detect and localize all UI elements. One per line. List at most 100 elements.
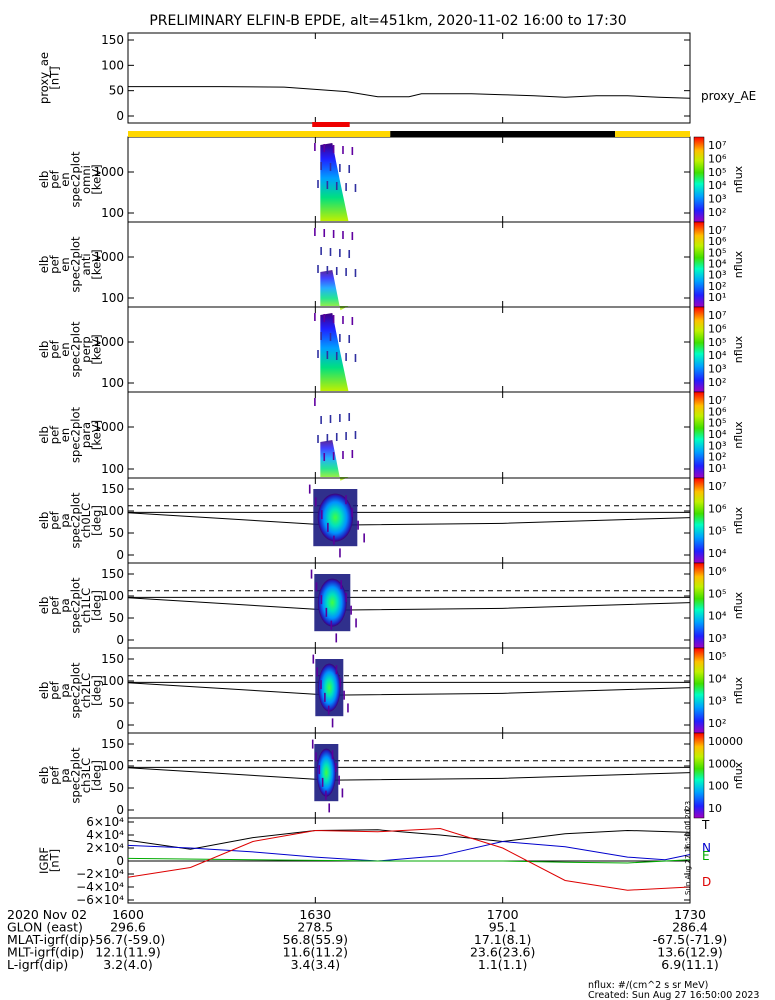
pitch-angle-core [317,578,347,627]
pitch-angle-speckle [343,690,345,700]
spectrogram-speckle [320,247,322,255]
pitch-angle-ylabel-line: elb [37,682,51,700]
xaxis-row-value: 95.1 [489,920,517,935]
spectrogram-speckle [348,250,351,258]
pitch-angle-ylabel-line: pef [48,680,62,699]
xaxis-row-value: 13.6(12.9) [657,945,722,960]
xaxis-row-value: 286.4 [672,920,708,935]
xaxis-row-value: 3.2(4.0) [103,957,153,972]
energy-colorbar-tick: 10² [708,376,726,389]
pitch-angle-ylabel-line: spec2plot [69,747,83,804]
pitch-angle-speckle [331,750,334,760]
spectrogram-speckle [323,144,326,152]
spectrogram-speckle [342,451,344,459]
pitch-angle-colorbar-tick: 10⁵ [708,650,726,663]
energy-ylabel-line: pef [48,339,62,358]
spectrogram-speckle [354,431,357,439]
xaxis-row-label: MLAT-igrf(dip) [7,932,94,947]
spectrogram-speckle [354,269,357,277]
xaxis-row-value: 1700 [487,907,519,922]
energy-ytick-label: 100 [101,462,124,476]
pitch-angle-ytick-label: 0 [116,718,124,732]
energy-spectrogram-panel: 1000100elbpefenspec2plotperp[keV]10⁷10⁶1… [37,306,745,393]
igrf-series-label: N [702,841,711,855]
spectrogram-frame [127,306,691,393]
xaxis-row-label: GLON (east) [7,920,83,935]
figure-title: PRELIMINARY ELFIN-B EPDE, alt=451km, 202… [149,13,626,29]
pitch-angle-colorbar-tick: 10000 [708,735,743,748]
pitch-angle-colorbar-tick: 10⁴ [708,610,727,623]
spectrogram-speckle [317,435,319,443]
spectrogram-speckle [335,267,338,275]
spectrogram-speckle [335,352,338,360]
energy-colorbar-tick: 10⁵ [708,417,726,430]
pitch-angle-speckle [327,522,329,532]
pitch-angle-speckle [320,680,322,690]
pitch-angle-colorbar-tick: 100 [708,780,729,793]
pitch-angle-ytick-label: 100 [101,504,124,518]
spectrogram-speckle [348,165,351,173]
pitch-angle-ytick-label: 150 [101,567,124,581]
xaxis-row-value: 11.6(11.2) [283,945,348,960]
pitch-angle-colorbar-tick: 10⁴ [708,547,727,560]
proxy-ae-ylabel-line: proxy_ae [37,52,51,104]
pitch-angle-ylabel-line: pef [48,765,62,784]
energy-ytick-label: 100 [101,206,124,220]
pitch-angle-ylabel-line: [deg] [90,505,104,536]
energy-ylabel-line: para [79,422,93,448]
energy-colorbar-tick: 10⁴ [708,258,727,271]
energy-colorbar-tick: 10¹ [708,291,726,304]
igrf-series-T [127,829,691,850]
spectrogram-speckle [351,147,354,155]
pitch-angle-colorbar-tick: 10⁴ [708,672,727,685]
pitch-angle-speckle [315,752,317,762]
pitch-angle-colorbar-tick: 10² [708,717,726,730]
pitch-angle-ytick-label: 50 [109,611,124,625]
energy-colorbar-tick: 10³ [708,193,726,206]
pitch-angle-colorbar-tick: 10⁶ [708,565,727,578]
pitch-angle-core [317,493,353,542]
energy-ytick-label: 1000 [93,335,124,349]
proxy-ae-ytick-label: 100 [101,58,124,72]
energy-colorbar [693,391,705,479]
spectrogram-speckle [320,416,322,424]
xaxis-row-label: L-igrf(dip) [7,957,68,972]
energy-colorbar-tick: 10⁵ [708,336,726,349]
xaxis-row-value: 1600 [112,907,144,922]
energy-colorbar-tick: 10² [708,280,726,293]
pitch-angle-ylabel-line: ch0LC [79,503,93,538]
energy-ylabel-line: [keV] [90,420,104,450]
igrf-series-label: T [701,818,710,832]
spectrogram-blob [320,270,349,311]
spectrogram-speckle [329,248,332,256]
energy-colorbar [693,221,705,308]
xaxis-row-value: 3.4(3.4) [291,957,341,972]
energy-colorbar-label: nflux [732,421,745,449]
pitch-angle-speckle [357,520,359,530]
pitch-angle-ytick-label: 150 [101,737,124,751]
pitch-angle-speckle [345,592,347,602]
spectrogram-speckle [326,351,329,359]
pitch-angle-ylabel-line: pef [48,595,62,614]
pitch-angle-colorbar [693,562,705,649]
units-note: nflux: #/(cm^2 s sr MeV) [588,980,708,991]
spectrogram-speckle [332,230,335,238]
pitch-angle-speckle [339,677,342,687]
xaxis-row-value: 23.6(23.6) [470,945,535,960]
pitch-angle-speckle [312,654,315,664]
energy-ylabel-line: spec2plot [69,151,83,208]
energy-colorbar [693,306,705,393]
energy-colorbar-label: nflux [732,250,745,278]
spectrogram-speckle [348,413,351,421]
pitch-angle-ylabel-line: pef [48,510,62,529]
pitch-angle-colorbar [693,647,705,734]
science-zone-bar [312,122,350,127]
igrf-ytick-label: 4×10⁴ [86,828,124,842]
pitch-angle-speckle [328,803,331,813]
spectrogram-speckle [342,316,344,324]
created-note: Created: Sun Aug 27 16:50:00 2023 [588,990,759,1000]
spectrogram-speckle [345,183,347,191]
spectrogram-speckle [323,229,326,237]
energy-ylabel-line: pef [48,254,62,273]
